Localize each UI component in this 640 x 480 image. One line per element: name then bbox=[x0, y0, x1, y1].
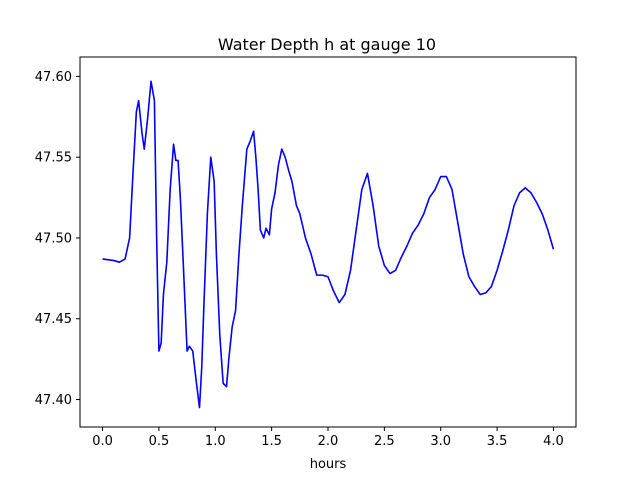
x-tick-label: 3.5 bbox=[487, 434, 508, 449]
series-line-water-depth bbox=[102, 80, 555, 409]
x-tick-label: 4.0 bbox=[543, 434, 564, 449]
series-layer bbox=[102, 80, 555, 409]
y-tick-label: 47.45 bbox=[35, 312, 72, 327]
x-axis: 0.0 0.5 1.0 1.5 2.0 2.5 3.0 3.5 4.0 bbox=[92, 427, 564, 449]
y-axis: 47.40 47.45 47.50 47.55 47.60 bbox=[35, 70, 80, 408]
x-tick-label: 2.0 bbox=[318, 434, 339, 449]
x-tick-label: 1.0 bbox=[205, 434, 226, 449]
y-tick-label: 47.60 bbox=[35, 70, 72, 85]
x-tick-label: 0.0 bbox=[92, 434, 113, 449]
x-tick-label: 2.5 bbox=[374, 434, 395, 449]
x-tick-label: 1.5 bbox=[261, 434, 282, 449]
x-tick-label: 0.5 bbox=[149, 434, 170, 449]
y-tick-label: 47.50 bbox=[35, 231, 72, 246]
x-axis-label: hours bbox=[310, 457, 347, 472]
y-tick-label: 47.55 bbox=[35, 151, 72, 166]
chart-title: Water Depth h at gauge 10 bbox=[218, 35, 436, 54]
y-tick-label: 47.40 bbox=[35, 393, 72, 408]
x-tick-label: 3.0 bbox=[430, 434, 451, 449]
